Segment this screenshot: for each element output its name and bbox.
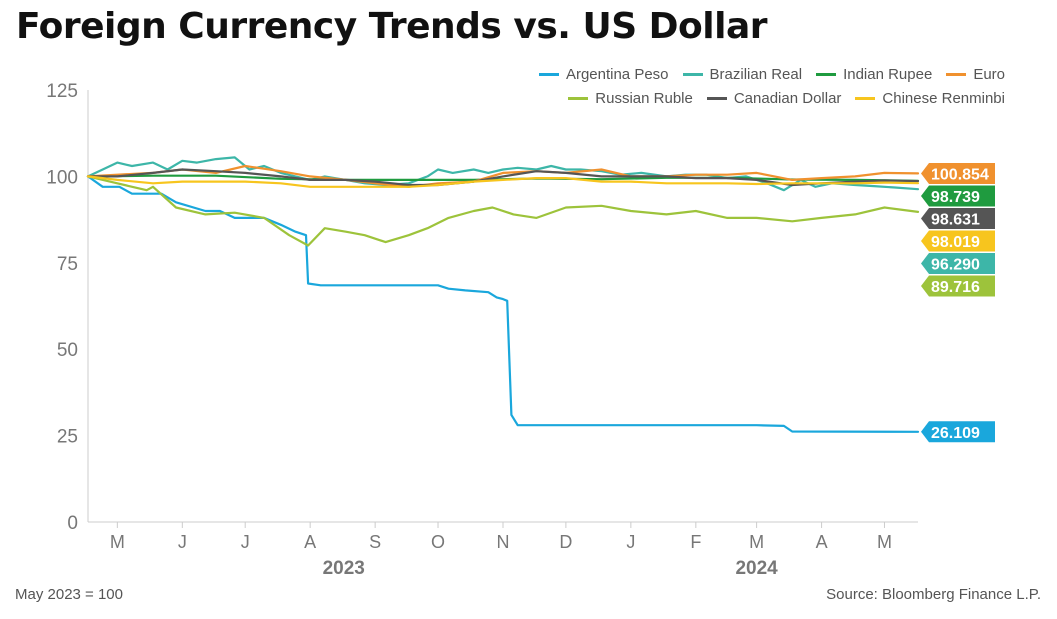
legend-item: Euro [946,62,1005,86]
chart-title: Foreign Currency Trends vs. US Dollar [16,6,768,47]
y-tick-label: 125 [46,81,78,102]
x-tick-label: S [369,532,381,552]
legend-label: Chinese Renminbi [882,89,1005,107]
x-tick-label: M [877,532,892,552]
end-value-tag [921,252,995,274]
source-note: Source: Bloomberg Finance L.P. [826,586,1041,603]
x-tick-label: M [110,532,125,552]
legend-swatch [682,72,703,76]
series-line-argentina-peso [86,175,920,433]
legend-item: Russian Ruble [568,86,693,110]
legend-label: Indian Rupee [843,65,933,83]
series-line-russian-ruble [86,175,920,247]
legend-label: Canadian Dollar [733,89,842,107]
end-value-tag [921,162,995,184]
x-tick-label: D [559,532,572,552]
legend-label: Argentina Peso [565,65,669,83]
end-value-label: 98.019 [931,234,980,251]
series-line-euro [86,164,920,188]
end-value-label: 98.631 [931,211,980,228]
y-tick-label: 100 [46,167,78,188]
x-tick-label: F [690,532,701,552]
end-value-label: 26.109 [931,425,980,442]
legend-item: Chinese Renminbi [855,86,1005,110]
series-line-chinese-renminbi [86,175,920,188]
y-tick-label: 75 [57,254,78,275]
legend-label: Russian Ruble [595,89,693,107]
x-tick-label: N [497,532,510,552]
x-tick-label: J [241,532,250,552]
legend-swatch [816,72,837,76]
legend-item: Canadian Dollar [706,86,842,110]
legend-item: Brazilian Real [682,62,803,86]
x-tick-label: A [304,532,316,552]
end-value-label: 100.854 [931,166,989,183]
end-value-tag [921,275,995,297]
end-value-tag [921,185,995,207]
end-value-tag [921,207,995,229]
legend-item: Indian Rupee [816,62,932,86]
year-label: 2023 [323,558,365,579]
legend-item: Argentina Peso [538,62,669,86]
legend-swatch [568,96,589,100]
legend-swatch [946,72,967,76]
end-value-tag [921,230,995,252]
x-tick-label: J [626,532,635,552]
x-tick-label: O [431,532,445,552]
year-label: 2024 [735,558,778,579]
y-tick-label: 0 [67,513,78,534]
x-tick-label: M [749,532,764,552]
y-tick-label: 50 [57,340,78,361]
end-value-label: 98.739 [931,189,980,206]
x-tick-label: J [178,532,187,552]
end-value-tag [921,421,995,443]
legend-label: Brazilian Real [709,65,803,83]
end-value-label: 96.290 [931,256,980,273]
legend-swatch [855,96,876,100]
legend-label: Euro [973,65,1005,83]
x-tick-label: A [816,532,828,552]
end-value-label: 89.716 [931,279,980,296]
legend-swatch [706,96,727,100]
y-tick-label: 25 [57,427,78,448]
legend-swatch [538,72,559,76]
baseline-note: May 2023 = 100 [15,586,123,603]
chart-legend: Argentina Peso Brazilian Real Indian Rupee… [485,62,1005,110]
